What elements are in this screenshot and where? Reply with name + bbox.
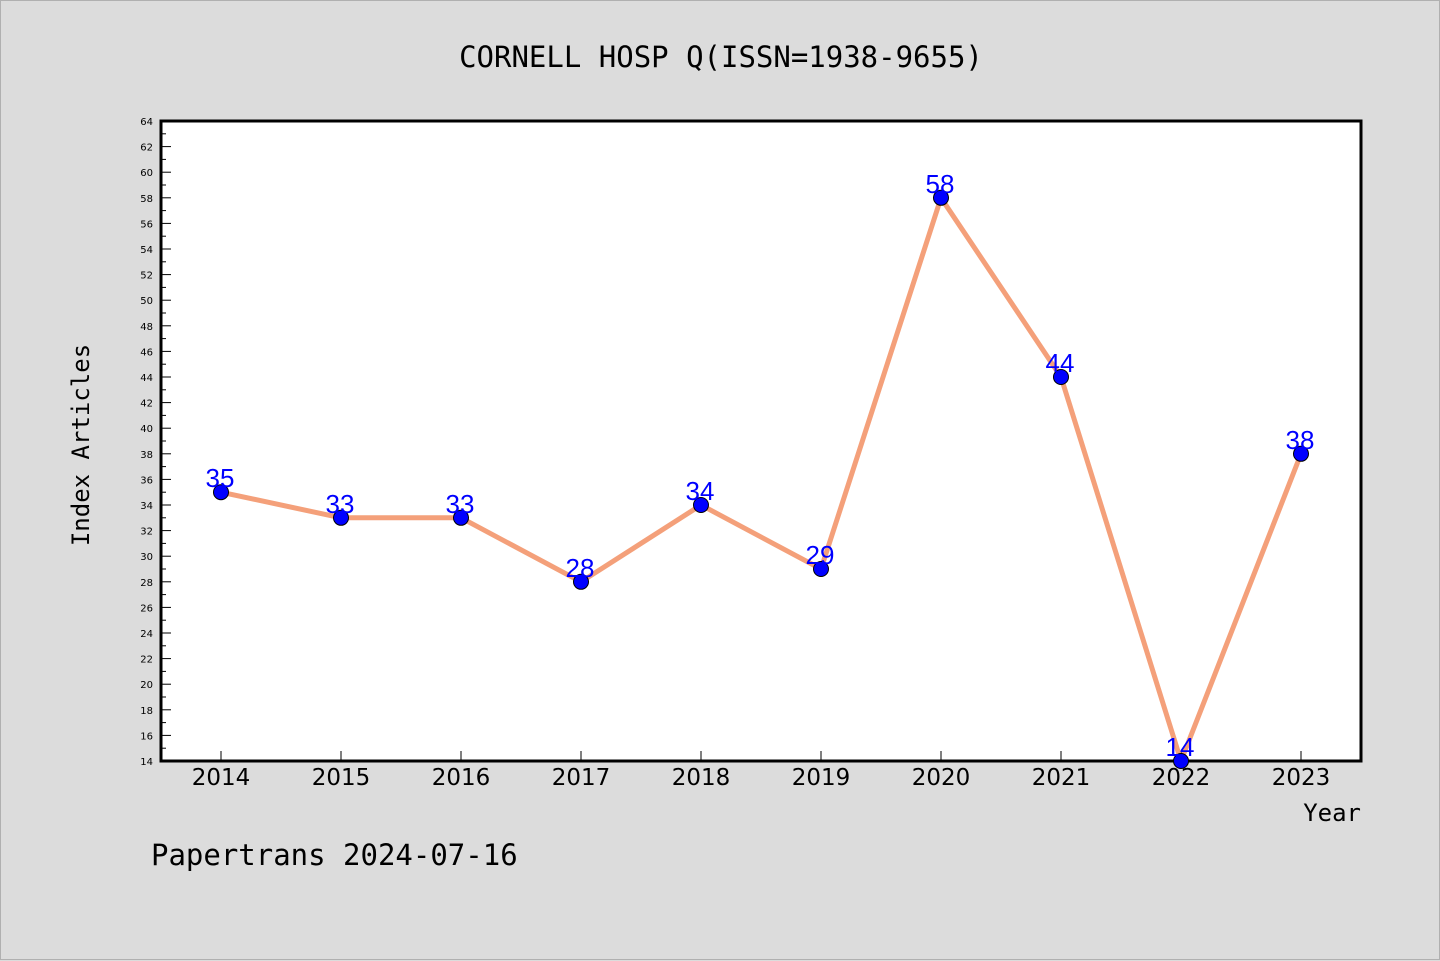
data-label: 28	[566, 553, 595, 583]
x-axis: 2014 2015 2016 2017 2018 2019 2020 2021 2022 2023	[192, 751, 1331, 791]
y-tick-label: 26	[140, 603, 153, 614]
series-group: 35 33 33 28 34 29 58 44 14 38	[206, 169, 1315, 769]
y-tick-label: 34	[140, 501, 153, 512]
data-label: 33	[446, 489, 475, 519]
y-tick-label: 48	[140, 322, 153, 333]
x-tick-label: 2020	[912, 765, 971, 791]
x-tick-label: 2018	[672, 765, 731, 791]
data-point-marker	[1293, 445, 1309, 462]
y-tick-label: 32	[140, 527, 153, 538]
y-tick-label: 58	[140, 194, 153, 205]
data-label: 34	[686, 476, 715, 506]
y-tick-label: 20	[140, 680, 153, 691]
data-point-marker	[933, 189, 949, 206]
y-tick-label: 64	[140, 117, 153, 128]
data-label: 35	[206, 463, 235, 493]
data-point-marker	[333, 509, 349, 526]
footer-credit: Papertrans 2024-07-16	[151, 838, 518, 872]
x-tick-label: 2014	[192, 765, 251, 791]
data-point-marker	[573, 573, 589, 590]
x-tick-label: 2015	[312, 765, 371, 791]
x-tick-label: 2017	[552, 765, 611, 791]
x-axis-label: Year	[1303, 799, 1361, 827]
y-tick-label: 24	[140, 629, 153, 640]
data-label: 44	[1046, 348, 1075, 378]
y-tick-label: 60	[140, 168, 153, 179]
data-point-marker	[693, 497, 709, 513]
y-tick-label: 14	[140, 757, 153, 768]
data-label: 33	[326, 489, 355, 519]
data-label: 58	[926, 169, 955, 199]
y-tick-label: 54	[140, 245, 153, 256]
data-point-marker	[213, 484, 229, 501]
y-tick-label: 50	[140, 296, 153, 307]
data-point-marker	[1173, 753, 1189, 769]
y-tick-label: 46	[140, 347, 153, 358]
y-tick-label: 18	[140, 706, 153, 717]
plot-area	[159, 119, 1363, 763]
x-tick-label: 2019	[792, 765, 851, 791]
data-point-marker	[453, 509, 469, 526]
data-label: 14	[1166, 732, 1195, 762]
y-tick-label: 52	[140, 271, 153, 282]
y-tick-label: 30	[140, 552, 153, 563]
y-axis-label: Index Articles	[67, 344, 95, 546]
y-tick-label: 40	[140, 424, 153, 435]
y-tick-label: 42	[140, 399, 153, 410]
x-tick-label: 2022	[1152, 765, 1211, 791]
x-tick-label: 2023	[1272, 765, 1331, 791]
data-point-marker	[813, 561, 829, 577]
data-point-marker	[1053, 369, 1069, 385]
x-tick-label: 2021	[1032, 765, 1091, 791]
series-line	[220, 195, 1304, 764]
chart-title: CORNELL HOSP Q(ISSN=1938-9655)	[459, 40, 983, 74]
y-tick-label: 16	[140, 731, 153, 742]
x-tick-label: 2016	[432, 765, 491, 791]
y-tick-label: 56	[140, 219, 153, 230]
y-axis: 14 16 18 20 22 24 26 28 30 32 34 36 38 40 42 44 46 48 50 52…	[140, 117, 171, 768]
y-tick-label: 44	[140, 373, 153, 384]
y-tick-label: 62	[140, 143, 153, 154]
y-tick-label: 36	[140, 475, 153, 486]
y-tick-label: 22	[140, 655, 153, 666]
y-tick-label: 38	[140, 450, 153, 461]
data-label: 38	[1286, 425, 1315, 455]
data-label: 29	[806, 540, 835, 570]
y-tick-label: 28	[140, 578, 153, 589]
